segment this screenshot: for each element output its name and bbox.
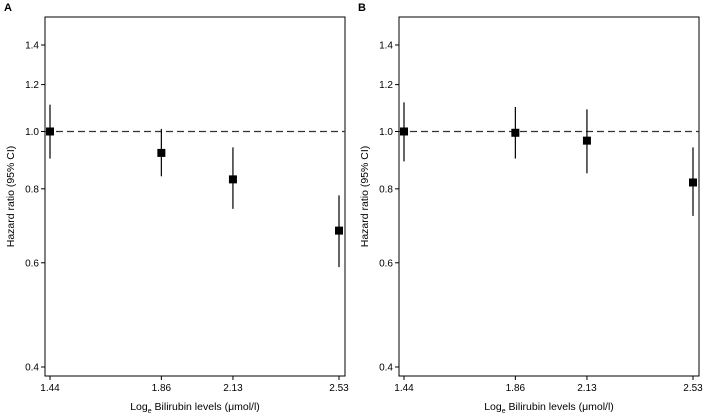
chart-a-y-tick-label-1: 0.6: [25, 258, 39, 269]
chart-b-x-tick-label-1: 1.86: [506, 383, 526, 394]
chart-a-x-axis-title-main: Log: [130, 401, 148, 413]
chart-a-x-axis-title-rest: Bilirubin levels (μmol/l): [152, 401, 260, 413]
chart-a-y-tick-label-3: 1.0: [25, 127, 39, 138]
chart-a-x-tick-label-0: 1.44: [40, 383, 60, 394]
chart-a-x-axis-title: Loge Bilirubin levels (μmol/l): [130, 401, 260, 415]
chart-b-plot-frame: [398, 16, 700, 377]
chart-b-svg: 0.4 0.6 0.8 1.0 1.2 1.4 1.44 1.86 2.13 2.53 B Hazar…: [358, 2, 703, 415]
chart-a-point-1: [157, 148, 166, 157]
chart-b-x-axis-title-main: Log: [484, 401, 502, 413]
chart-b-y-tick-label-2: 0.8: [379, 184, 393, 195]
chart-b-panel-letter: B: [358, 2, 366, 14]
chart-a-x-tick-label-1: 1.86: [152, 383, 172, 394]
chart-b-point-3: [689, 178, 697, 187]
chart-b-y-tick-label-5: 1.4: [379, 41, 393, 52]
chart-b-x-axis-title-subscript: e: [502, 408, 506, 415]
chart-a-point-2: [228, 175, 237, 184]
chart-b-point-0: [400, 127, 408, 136]
chart-a-panel-letter: A: [4, 2, 12, 14]
chart-b-y-tick-label-4: 1.2: [379, 80, 393, 91]
chart-a-y-tick-label-0: 0.4: [25, 363, 39, 374]
chart-b-point-1: [511, 128, 520, 137]
chart-a-point-3: [335, 226, 343, 235]
chart-a-point-0: [46, 127, 54, 136]
chart-a-plot-frame: [44, 16, 346, 377]
chart-a-svg: 0.4 0.6 0.8 1.0 1.2 1.4 1.44 1.86 2.13 2.53 A Hazar…: [4, 2, 349, 415]
chart-a-x-tick-label-2: 2.13: [223, 383, 243, 394]
chart-a-x-tick-label-3: 2.53: [329, 383, 349, 394]
chart-b-y-axis-title: Hazard ratio (95% CI): [359, 146, 371, 248]
chart-b-y-tick-label-3: 1.0: [379, 127, 393, 138]
chart-a-y-tick-label-5: 1.4: [25, 41, 39, 52]
chart-b-x-tick-label-0: 1.44: [394, 383, 414, 394]
chart-b-y-tick-label-0: 0.4: [379, 363, 393, 374]
chart-b-x-axis-title-rest: Bilirubin levels (μmol/l): [506, 401, 614, 413]
chart-b-point-2: [582, 136, 591, 145]
chart-a-y-axis-title: Hazard ratio (95% CI): [5, 146, 17, 248]
chart-a-x-axis-title-subscript: e: [148, 408, 152, 415]
chart-b-x-axis-title: Loge Bilirubin levels (μmol/l): [484, 401, 614, 415]
chart-a-y-tick-label-4: 1.2: [25, 80, 39, 91]
chart-b-x-tick-label-3: 2.53: [683, 383, 703, 394]
chart-panel-a: 0.4 0.6 0.8 1.0 1.2 1.4 1.44 1.86 2.13 2.53 A Hazar…: [0, 0, 354, 416]
chart-a-y-tick-label-2: 0.8: [25, 184, 39, 195]
chart-b-x-tick-label-2: 2.13: [577, 383, 597, 394]
chart-panel-b: 0.4 0.6 0.8 1.0 1.2 1.4 1.44 1.86 2.13 2.53 B Hazar…: [354, 0, 708, 416]
chart-b-y-tick-label-1: 0.6: [379, 258, 393, 269]
